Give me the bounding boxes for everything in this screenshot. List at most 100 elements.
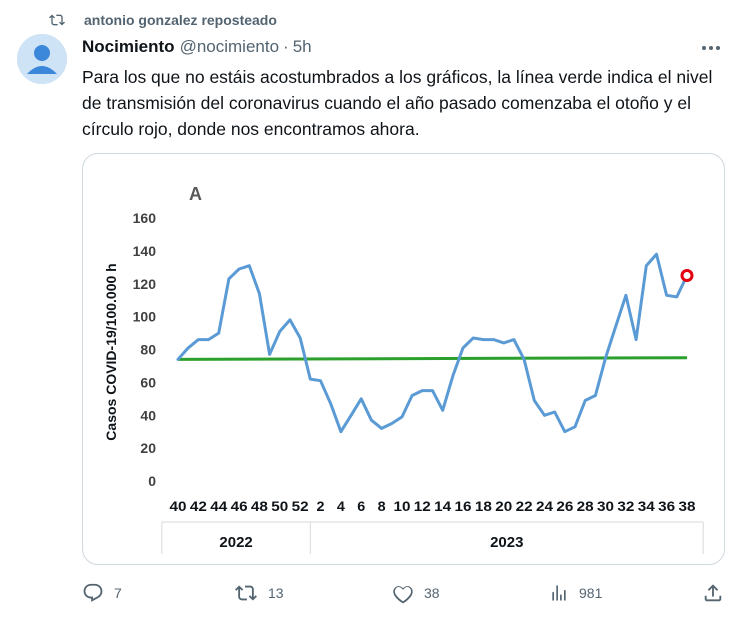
- y-tick-label: 40: [140, 407, 156, 423]
- series-line: [176, 252, 689, 434]
- series-point: [461, 346, 465, 350]
- repost-icon: [49, 14, 65, 26]
- series-point: [512, 338, 516, 341]
- y-tick-label: 0: [148, 473, 156, 489]
- year-label: 2022: [219, 534, 252, 551]
- reply-button[interactable]: 7: [82, 578, 122, 608]
- like-button[interactable]: 38: [392, 578, 440, 608]
- series-point: [309, 377, 312, 381]
- series-point: [441, 409, 444, 412]
- y-tick-label: 20: [140, 440, 156, 456]
- x-tick-label: 20: [495, 498, 512, 514]
- series-point: [472, 336, 475, 340]
- x-tick-label: 46: [231, 498, 248, 514]
- x-tick-label: 32: [617, 498, 634, 514]
- x-tick-label: 42: [190, 498, 207, 514]
- series-point: [594, 394, 597, 397]
- series-point: [349, 414, 353, 417]
- series-point: [421, 389, 424, 392]
- series-point: [370, 418, 373, 422]
- x-tick-label: 52: [292, 498, 309, 514]
- series-point: [502, 341, 505, 345]
- x-tick-label: 10: [393, 498, 410, 514]
- views-button[interactable]: 981: [549, 578, 602, 608]
- y-axis-label: Casos COVID-19/100.000 h: [103, 263, 119, 440]
- series-point: [319, 379, 322, 382]
- x-tick-label: 28: [577, 498, 594, 514]
- x-tick-label: 18: [475, 498, 492, 514]
- reply-count: 7: [114, 585, 122, 601]
- series-point: [207, 338, 210, 341]
- heart-icon: [393, 586, 413, 604]
- series-point: [604, 356, 607, 359]
- series-point: [339, 430, 343, 433]
- series-point: [543, 414, 546, 417]
- analytics-icon: [552, 585, 566, 601]
- series-point: [492, 338, 495, 341]
- x-tick-label: 30: [597, 498, 614, 514]
- reply-icon: [83, 583, 103, 602]
- series-point: [624, 294, 628, 297]
- current-marker: [680, 269, 694, 283]
- x-tick-label: 24: [536, 498, 553, 514]
- author-handle[interactable]: @nocimiento: [179, 37, 280, 56]
- series-point: [451, 374, 455, 377]
- repost-button[interactable]: 13: [234, 578, 284, 608]
- series-point: [360, 397, 363, 401]
- line-chart: A Casos COVID-19/100.000 h 0 20 40 60 80 100 120…: [103, 184, 704, 554]
- repost-count: 13: [268, 585, 284, 601]
- x-tick-label: 34: [638, 498, 655, 514]
- y-tick-label: 160: [133, 210, 157, 226]
- tweet-header: Nocimiento @nocimiento · 5h: [82, 36, 312, 58]
- default-avatar-icon: [17, 34, 67, 84]
- repost-action-icon: [235, 585, 257, 601]
- series-point: [482, 338, 485, 341]
- x-tick-label: 36: [658, 498, 675, 514]
- series-point: [298, 336, 302, 340]
- author-name[interactable]: Nocimiento: [82, 37, 175, 56]
- series-point: [573, 425, 577, 428]
- series-point: [288, 318, 292, 322]
- series-point: [268, 353, 271, 356]
- repost-indicator: antonio gonzalez reposteado: [48, 10, 277, 30]
- series-point: [665, 294, 668, 297]
- series-point: [584, 399, 587, 402]
- view-count: 981: [579, 585, 603, 601]
- series-point: [390, 422, 393, 425]
- series-point: [258, 292, 261, 295]
- chart-title: A: [189, 184, 202, 204]
- x-tick-label: 8: [378, 498, 386, 514]
- series-point: [186, 346, 190, 350]
- tweet-text: Para los que no estáis acostumbrados a l…: [82, 67, 713, 139]
- series-point: [227, 277, 231, 281]
- x-tick-label: 6: [357, 498, 365, 514]
- x-tick-label: 44: [210, 498, 227, 514]
- series-point: [278, 330, 281, 333]
- series-point: [237, 267, 241, 271]
- timestamp[interactable]: 5h: [292, 37, 312, 56]
- share-icon: [704, 584, 722, 602]
- series-point: [553, 410, 556, 414]
- series-point: [410, 394, 414, 397]
- x-tick-label: 48: [251, 498, 268, 514]
- series-point: [522, 358, 526, 361]
- series-point: [176, 358, 180, 361]
- share-button[interactable]: [702, 578, 734, 608]
- like-count: 38: [424, 585, 440, 601]
- media-card[interactable]: A Casos COVID-19/100.000 h 0 20 40 60 80 100 120…: [82, 153, 725, 565]
- series-point: [400, 415, 404, 419]
- more-options-button[interactable]: [700, 38, 722, 58]
- more-icon: [702, 46, 720, 50]
- y-tick-label: 80: [140, 342, 156, 358]
- series-point: [329, 402, 332, 405]
- x-tick-label: 16: [455, 498, 472, 514]
- x-tick-label: 14: [434, 498, 451, 514]
- x-tick-label: 38: [679, 498, 696, 514]
- x-tick-label: 4: [337, 498, 345, 514]
- series-point: [197, 338, 200, 341]
- y-tick-label: 60: [140, 374, 156, 390]
- threshold-line: [177, 356, 688, 361]
- avatar[interactable]: [17, 34, 67, 84]
- series-point: [634, 338, 638, 341]
- series-point: [533, 399, 536, 402]
